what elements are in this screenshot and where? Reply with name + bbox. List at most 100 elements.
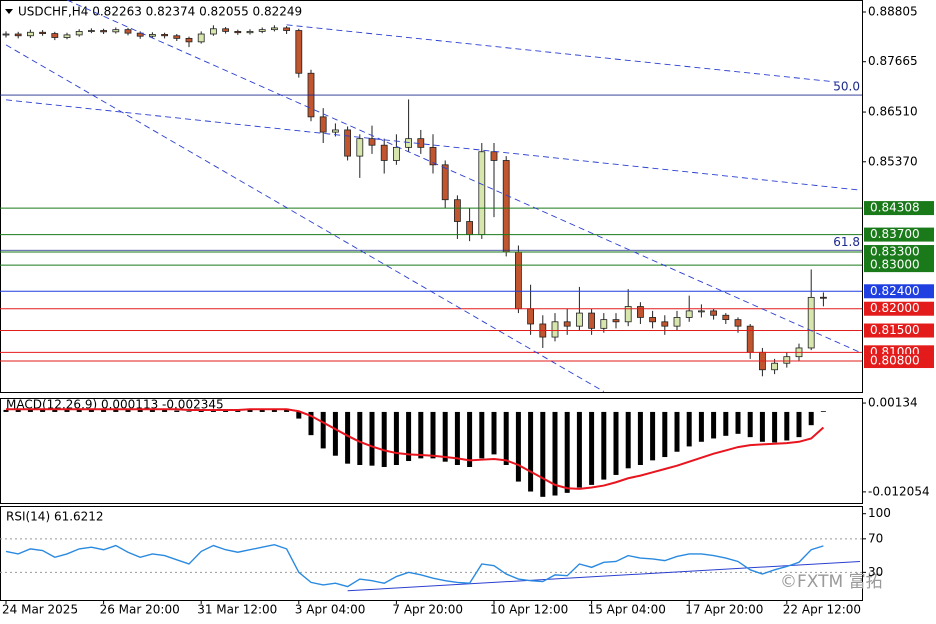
- macd-bar: [125, 409, 131, 412]
- macd-bar: [528, 411, 534, 492]
- macd-bar: [308, 411, 314, 436]
- candle-body: [478, 151, 486, 235]
- level-label-box: [864, 301, 934, 316]
- rsi-panel: [0, 506, 863, 601]
- macd-bar: [393, 411, 399, 465]
- x-tick-label: 7 Apr 20:00: [392, 603, 463, 617]
- macd-bar: [430, 411, 436, 459]
- macd-bar: [357, 411, 363, 465]
- candle-body: [612, 319, 620, 323]
- candle-body: [283, 27, 291, 31]
- level-label-box: [864, 227, 934, 242]
- candle-body: [368, 138, 376, 146]
- candle-body: [551, 321, 559, 338]
- candle-body: [685, 310, 693, 318]
- trendline: [5, 99, 861, 191]
- candle-body: [661, 321, 669, 327]
- macd-bar: [40, 409, 46, 412]
- watermark: ©FXTM 富拓: [780, 572, 883, 592]
- macd-bar: [345, 411, 351, 464]
- candle-body: [441, 164, 449, 201]
- candle-body: [124, 29, 132, 34]
- candle-body: [112, 29, 120, 33]
- candle-body: [136, 32, 144, 37]
- candle-body: [2, 33, 10, 36]
- candle-body: [698, 310, 705, 313]
- level-label: 0.84308: [870, 201, 920, 215]
- macd-bar: [369, 411, 375, 466]
- macd-panel: [0, 398, 863, 504]
- y-tick-label: -0.012054: [868, 484, 930, 498]
- candle-body: [466, 221, 474, 235]
- x-tick-label: 24 Mar 2025: [2, 603, 78, 617]
- macd-bar: [76, 409, 82, 412]
- y-tick-label: 100: [868, 506, 891, 520]
- candle-body: [88, 30, 95, 32]
- candle-body: [453, 199, 461, 222]
- macd-bar: [332, 411, 338, 456]
- main-panel: [0, 0, 863, 393]
- macd-bar: [674, 411, 680, 452]
- macd-bar: [296, 411, 302, 419]
- macd-bar: [442, 411, 448, 462]
- candle-body: [39, 31, 46, 34]
- candle-body: [527, 308, 534, 325]
- y-tick-label: 70: [868, 531, 883, 545]
- candle-body: [185, 37, 193, 43]
- candle-body: [515, 251, 522, 310]
- candle-body: [734, 319, 742, 327]
- level-label: 0.83300: [870, 245, 920, 259]
- menu-arrow: [5, 9, 13, 14]
- macd-bar: [198, 410, 204, 412]
- macd-bar: [735, 411, 741, 434]
- candle-body: [319, 116, 327, 133]
- level-label: 0.80800: [870, 354, 920, 368]
- rsi-line: [5, 543, 824, 588]
- level-label-box: [864, 201, 934, 216]
- macd-bar: [27, 409, 33, 412]
- candle-body: [502, 160, 510, 253]
- candle-body: [429, 146, 437, 166]
- trendline: [347, 560, 861, 592]
- macd-bar: [503, 411, 509, 465]
- macd-bar: [650, 411, 656, 461]
- macd-bar: [52, 409, 58, 412]
- level-label-box: [864, 323, 934, 338]
- candle-body: [234, 30, 242, 34]
- macd-bar: [479, 411, 485, 459]
- macd-bar: [15, 409, 21, 412]
- candle-body: [624, 306, 632, 323]
- macd-bar: [808, 411, 814, 426]
- candle-body: [405, 138, 413, 148]
- candle-body: [258, 29, 266, 32]
- candle-body: [576, 312, 583, 327]
- macd-bar: [418, 411, 424, 459]
- candle-body: [392, 146, 400, 161]
- level-label: 0.82400: [870, 284, 920, 298]
- macd-bar: [174, 410, 180, 412]
- macd-bar: [796, 411, 802, 438]
- macd-bar: [552, 411, 558, 496]
- macd-bar: [515, 411, 521, 482]
- candle-body: [637, 306, 644, 318]
- y-tick-label: 0.00134: [868, 396, 918, 410]
- macd-bar: [540, 411, 546, 497]
- macd-bar: [723, 411, 729, 436]
- macd-bar: [625, 411, 631, 469]
- macd-bar: [381, 411, 387, 467]
- macd-bar: [162, 409, 168, 412]
- candle-body: [331, 129, 339, 133]
- candle-body: [807, 296, 815, 349]
- candle-body: [783, 356, 791, 364]
- candle-body: [246, 30, 254, 34]
- macd-bar: [784, 411, 790, 441]
- level-label: 0.82000: [870, 301, 920, 315]
- candle-body: [148, 34, 156, 37]
- trendline: [66, 0, 861, 353]
- x-tick-label: 17 Apr 20:00: [685, 603, 763, 617]
- macd-bar: [149, 409, 155, 412]
- candle-body: [563, 321, 571, 327]
- candle-body: [710, 310, 717, 316]
- candle-body: [270, 27, 278, 31]
